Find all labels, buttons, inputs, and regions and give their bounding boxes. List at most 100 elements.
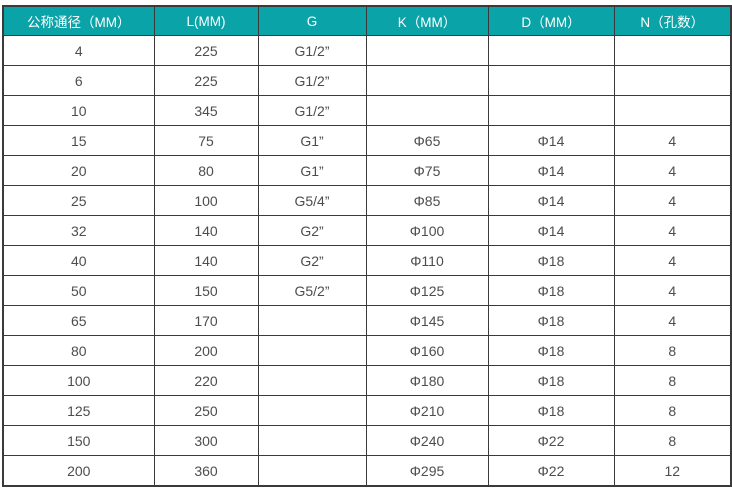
table-cell: 200 xyxy=(2,455,155,487)
table-cell: Φ18 xyxy=(487,395,615,426)
table-cell: G1/2” xyxy=(257,65,367,96)
table-cell: 140 xyxy=(153,245,259,276)
table-row: 6 225 G1/2” xyxy=(2,65,732,96)
table-row: 40 140 G2” Φ110 Φ18 4 xyxy=(2,245,732,276)
table-row: 25 100 G5/4” Φ85 Φ14 4 xyxy=(2,185,732,216)
table-row: 50 150 G5/2” Φ125 Φ18 4 xyxy=(2,275,732,306)
table-cell: 80 xyxy=(153,155,259,186)
table-cell: 10 xyxy=(2,95,155,126)
table-cell: 12 xyxy=(613,455,732,487)
table-cell: 4 xyxy=(613,275,732,306)
table-cell xyxy=(365,95,489,126)
dimension-spec-table: 公称通径（MM） L(MM) G K（MM） D（MM） N（孔数） 4 225 G… xyxy=(2,5,732,487)
table-cell: 8 xyxy=(613,335,732,366)
table-cell: 15 xyxy=(2,125,155,156)
table-cell xyxy=(487,35,615,66)
table-cell xyxy=(257,425,367,456)
table-cell xyxy=(613,65,732,96)
table-cell: G1/2” xyxy=(257,95,367,126)
table-cell: 4 xyxy=(613,185,732,216)
table-cell: G2” xyxy=(257,245,367,276)
table-cell: Φ14 xyxy=(487,125,615,156)
table-cell: 150 xyxy=(2,425,155,456)
table-cell: 8 xyxy=(613,395,732,426)
table-cell: Φ14 xyxy=(487,215,615,246)
table-cell: Φ18 xyxy=(487,335,615,366)
table-cell: G2” xyxy=(257,215,367,246)
table-cell: 225 xyxy=(153,35,259,66)
table-cell: 140 xyxy=(153,215,259,246)
table-cell: 6 xyxy=(2,65,155,96)
table-cell: Φ110 xyxy=(365,245,489,276)
table-cell: 250 xyxy=(153,395,259,426)
table-cell: 32 xyxy=(2,215,155,246)
table-cell: 360 xyxy=(153,455,259,487)
table-row: 100 220 Φ180 Φ18 8 xyxy=(2,365,732,396)
table-cell: Φ18 xyxy=(487,245,615,276)
table-cell: Φ85 xyxy=(365,185,489,216)
header-hole-count-n: N（孔数） xyxy=(613,5,732,36)
table-cell: 225 xyxy=(153,65,259,96)
table-cell: 170 xyxy=(153,305,259,336)
table-cell xyxy=(365,65,489,96)
table-row: 15 75 G1” Φ65 Φ14 4 xyxy=(2,125,732,156)
table-cell xyxy=(613,95,732,126)
table-cell: 100 xyxy=(153,185,259,216)
table-cell xyxy=(257,395,367,426)
table-cell: 4 xyxy=(613,305,732,336)
header-thread-g: G xyxy=(257,5,367,36)
table-cell: 4 xyxy=(2,35,155,66)
table-row: 32 140 G2” Φ100 Φ14 4 xyxy=(2,215,732,246)
table-cell: G5/2” xyxy=(257,275,367,306)
table-cell: 4 xyxy=(613,245,732,276)
table-cell: 8 xyxy=(613,425,732,456)
table-cell: 4 xyxy=(613,125,732,156)
table-cell: Φ240 xyxy=(365,425,489,456)
table-cell xyxy=(613,35,732,66)
table-cell: 200 xyxy=(153,335,259,366)
table-cell: Φ125 xyxy=(365,275,489,306)
spec-table-container: 公称通径（MM） L(MM) G K（MM） D（MM） N（孔数） 4 225 G… xyxy=(2,5,732,487)
table-cell: G1” xyxy=(257,125,367,156)
table-row: 125 250 Φ210 Φ18 8 xyxy=(2,395,732,426)
table-cell: Φ210 xyxy=(365,395,489,426)
header-hole-diameter-d: D（MM） xyxy=(487,5,615,36)
table-cell: 50 xyxy=(2,275,155,306)
table-cell: Φ18 xyxy=(487,275,615,306)
table-cell: G1/2” xyxy=(257,35,367,66)
table-cell: Φ160 xyxy=(365,335,489,366)
table-cell: 4 xyxy=(613,215,732,246)
table-row: 150 300 Φ240 Φ22 8 xyxy=(2,425,732,456)
table-cell: Φ18 xyxy=(487,305,615,336)
table-row: 20 80 G1” Φ75 Φ14 4 xyxy=(2,155,732,186)
table-cell: Φ145 xyxy=(365,305,489,336)
table-cell: Φ14 xyxy=(487,155,615,186)
table-cell: 220 xyxy=(153,365,259,396)
table-cell: G1” xyxy=(257,155,367,186)
table-row: 10 345 G1/2” xyxy=(2,95,732,126)
table-cell xyxy=(257,305,367,336)
table-cell: Φ100 xyxy=(365,215,489,246)
table-cell xyxy=(365,35,489,66)
table-cell: Φ18 xyxy=(487,365,615,396)
table-row: 200 360 Φ295 Φ22 12 xyxy=(2,455,732,487)
table-cell xyxy=(257,455,367,487)
table-cell: 100 xyxy=(2,365,155,396)
table-row: 80 200 Φ160 Φ18 8 xyxy=(2,335,732,366)
table-cell: 8 xyxy=(613,365,732,396)
table-cell: Φ65 xyxy=(365,125,489,156)
header-bolt-circle-k: K（MM） xyxy=(365,5,489,36)
table-cell: 345 xyxy=(153,95,259,126)
table-body: 4 225 G1/2” 6 225 G1/2” 10 345 G1/2” 15 75 G1” Φ65 Φ1… xyxy=(2,35,732,487)
table-cell: 300 xyxy=(153,425,259,456)
table-cell: 40 xyxy=(2,245,155,276)
table-row: 65 170 Φ145 Φ18 4 xyxy=(2,305,732,336)
header-row: 公称通径（MM） L(MM) G K（MM） D（MM） N（孔数） xyxy=(2,5,732,36)
table-cell xyxy=(257,335,367,366)
table-cell xyxy=(487,95,615,126)
table-cell: 125 xyxy=(2,395,155,426)
table-cell: 65 xyxy=(2,305,155,336)
table-cell: Φ14 xyxy=(487,185,615,216)
table-cell: 80 xyxy=(2,335,155,366)
table-cell: 150 xyxy=(153,275,259,306)
